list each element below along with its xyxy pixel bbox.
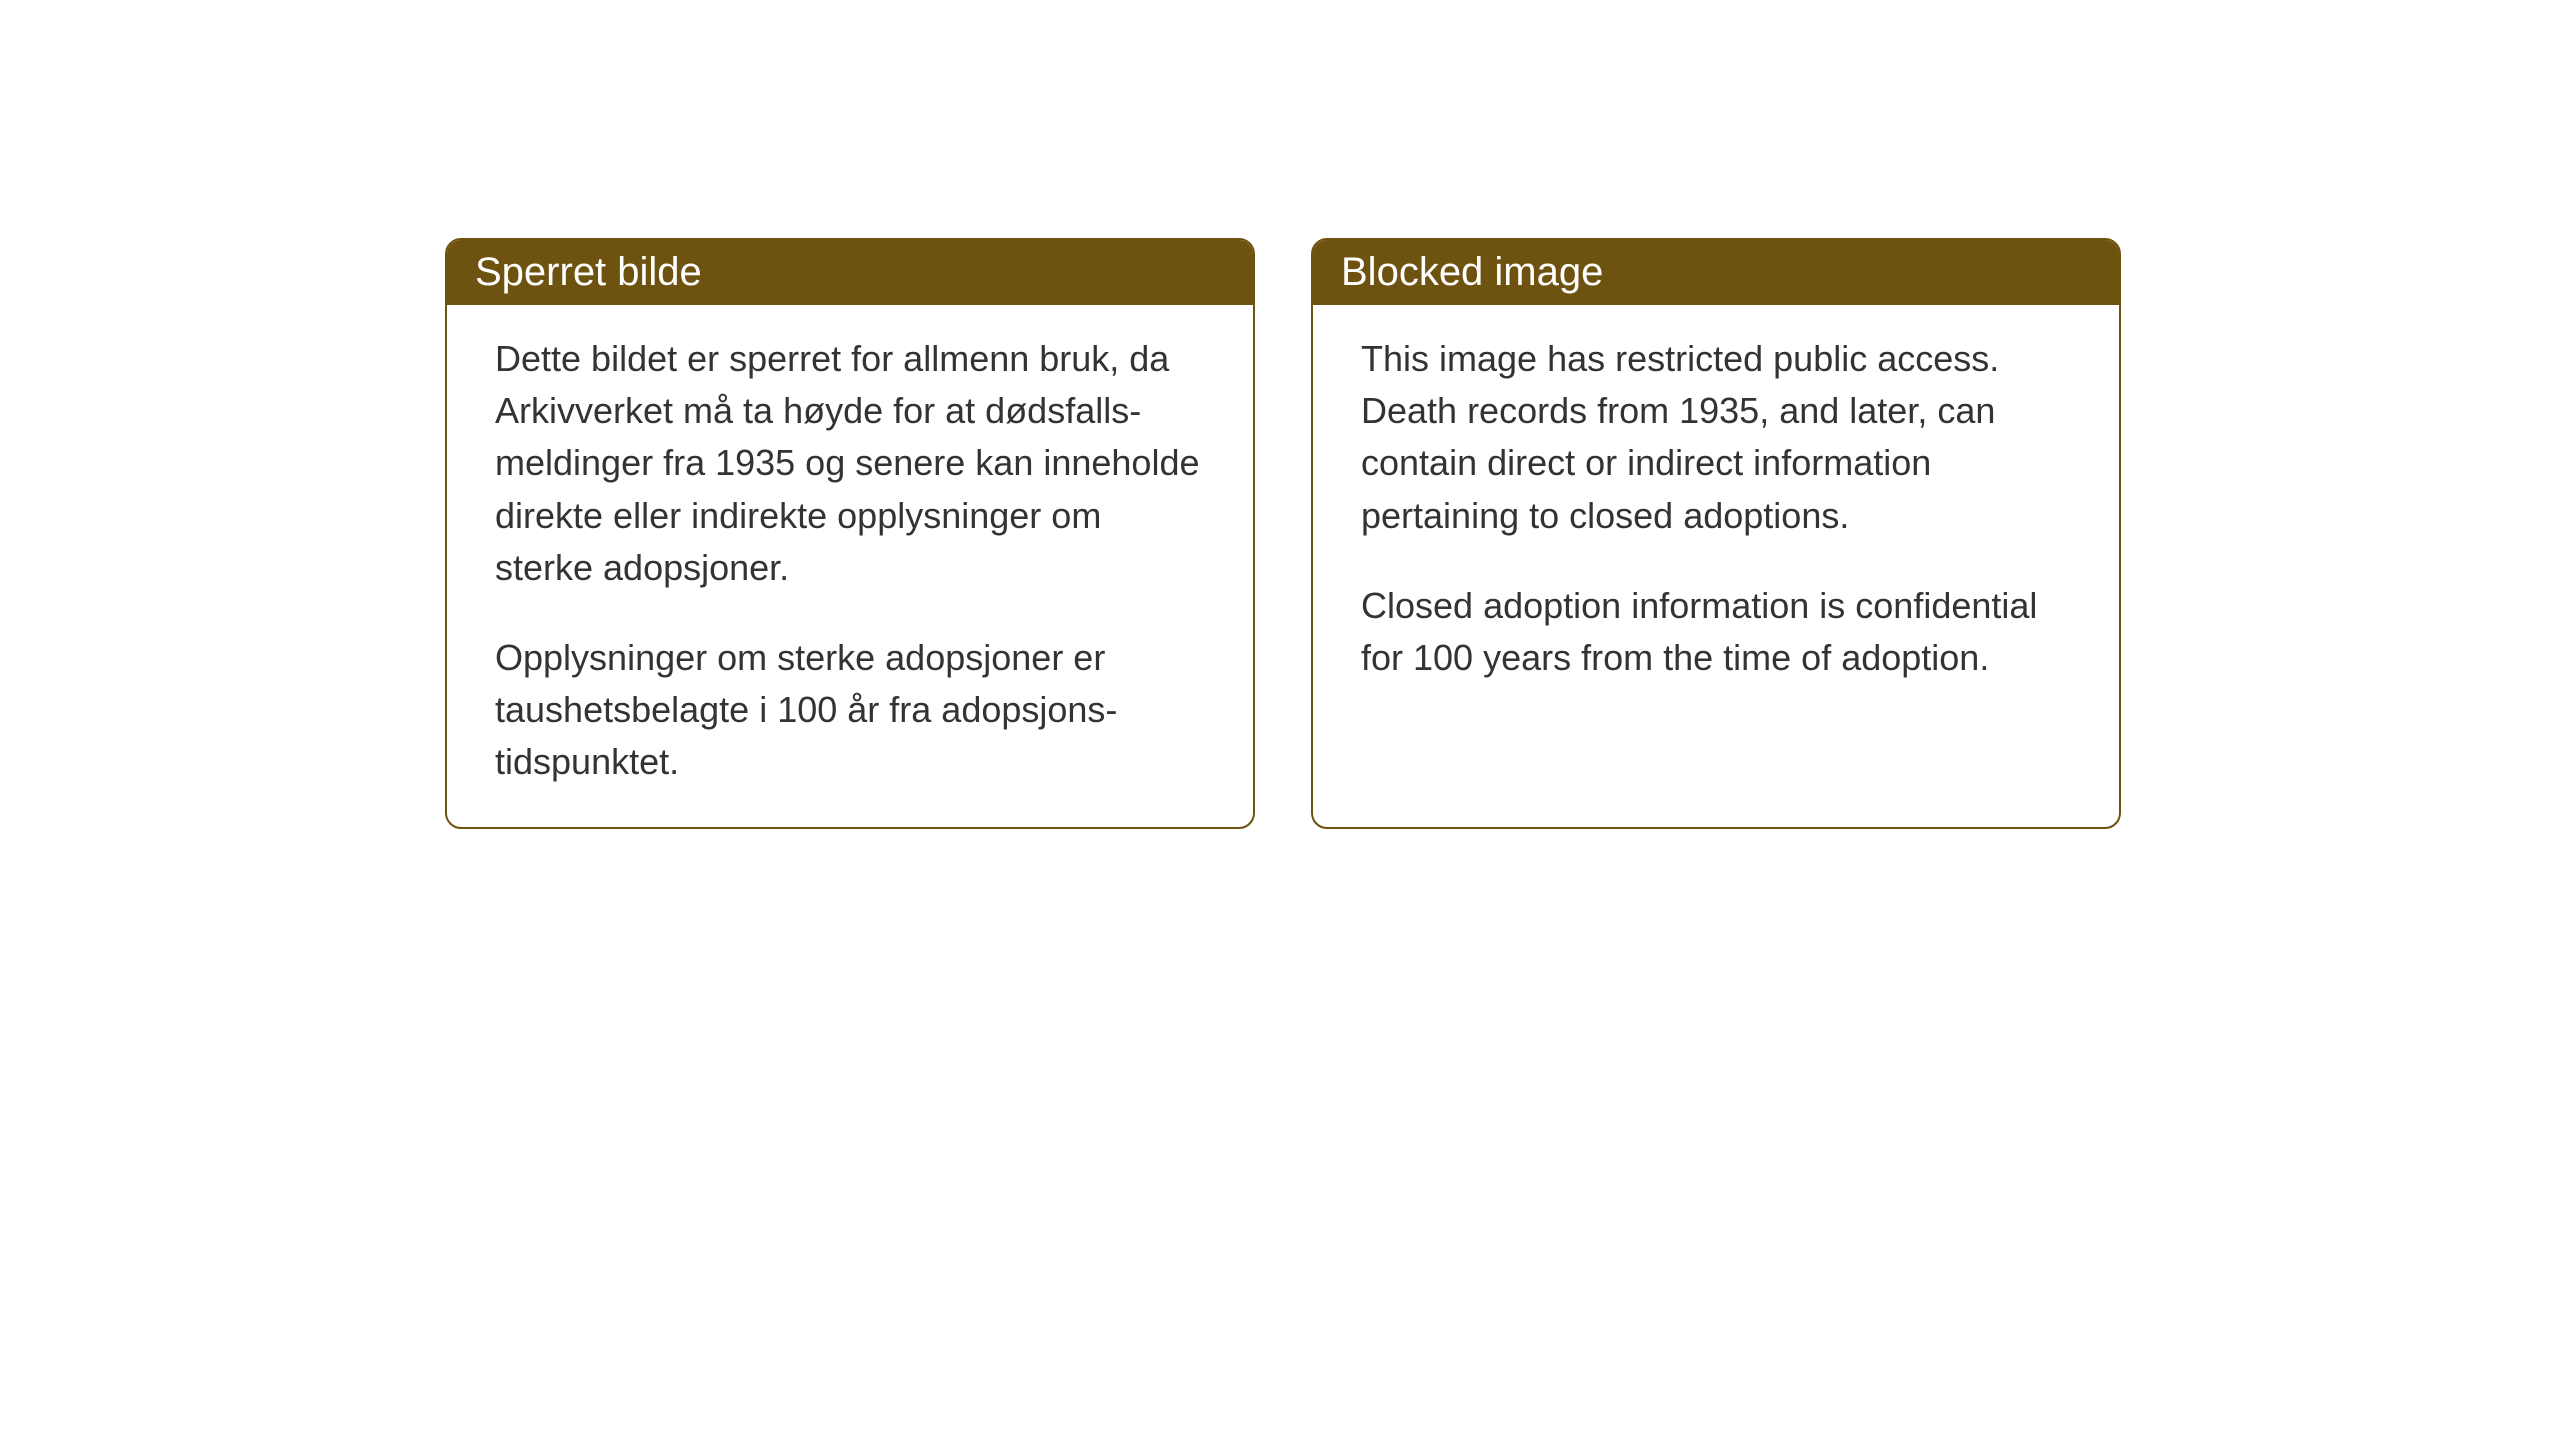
norwegian-card-title: Sperret bilde: [447, 240, 1253, 305]
english-card-body: This image has restricted public access.…: [1313, 305, 2119, 722]
norwegian-paragraph-1: Dette bildet er sperret for allmenn bruk…: [495, 333, 1205, 594]
english-card-title: Blocked image: [1313, 240, 2119, 305]
norwegian-paragraph-2: Opplysninger om sterke adopsjoner er tau…: [495, 632, 1205, 789]
norwegian-card-body: Dette bildet er sperret for allmenn bruk…: [447, 305, 1253, 827]
english-notice-card: Blocked image This image has restricted …: [1311, 238, 2121, 829]
notice-container: Sperret bilde Dette bildet er sperret fo…: [445, 238, 2121, 829]
english-paragraph-1: This image has restricted public access.…: [1361, 333, 2071, 542]
english-paragraph-2: Closed adoption information is confident…: [1361, 580, 2071, 684]
norwegian-notice-card: Sperret bilde Dette bildet er sperret fo…: [445, 238, 1255, 829]
